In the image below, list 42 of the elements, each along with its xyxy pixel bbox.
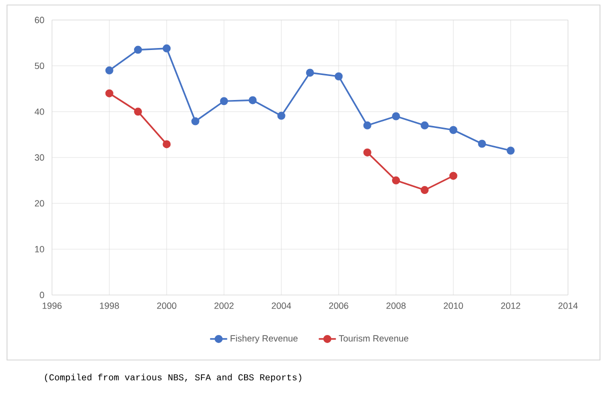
x-tick-label: 1996 <box>42 302 62 309</box>
legend-label: Tourism Revenue <box>338 334 408 342</box>
y-tick-label: 50 <box>34 62 44 70</box>
y-tick-label: 60 <box>34 16 44 24</box>
point <box>105 66 114 74</box>
point <box>248 96 257 104</box>
point <box>162 44 171 52</box>
x-tick-label: 1998 <box>100 302 119 309</box>
point <box>506 146 515 155</box>
y-tick-label: 10 <box>35 246 44 252</box>
point <box>134 46 142 54</box>
point <box>277 112 286 120</box>
y-tick-label: 20 <box>34 200 44 207</box>
point <box>420 121 429 130</box>
point <box>306 68 314 77</box>
point <box>191 117 200 126</box>
point <box>105 89 114 98</box>
point <box>392 112 400 120</box>
x-tick-label: 2008 <box>386 302 406 309</box>
x-tick-label: 2006 <box>329 302 348 309</box>
point <box>220 97 228 106</box>
x-tick-label: 2012 <box>501 302 520 309</box>
point <box>134 108 142 116</box>
x-tick-label: 2004 <box>272 302 292 309</box>
text: (Compiled from various NBS, SFA and CBS Reports) <box>45 374 302 382</box>
point <box>449 126 458 134</box>
legend-label: Fishery Revenue <box>230 334 298 344</box>
point <box>478 140 486 148</box>
x-tick-label: 2002 <box>214 302 234 309</box>
y-tick-label: 0 <box>40 292 44 298</box>
point <box>449 172 458 180</box>
point <box>420 186 429 194</box>
x-tick-label: 2010 <box>444 302 463 309</box>
point <box>363 121 372 130</box>
x-tick-label: 2014 <box>558 302 578 309</box>
point <box>392 176 400 184</box>
y-tick-label: 40 <box>34 108 44 115</box>
x-tick-label: 2000 <box>157 302 176 309</box>
point <box>162 140 171 148</box>
point <box>363 148 372 156</box>
point <box>334 72 343 80</box>
y-tick-label: 30 <box>34 154 44 161</box>
